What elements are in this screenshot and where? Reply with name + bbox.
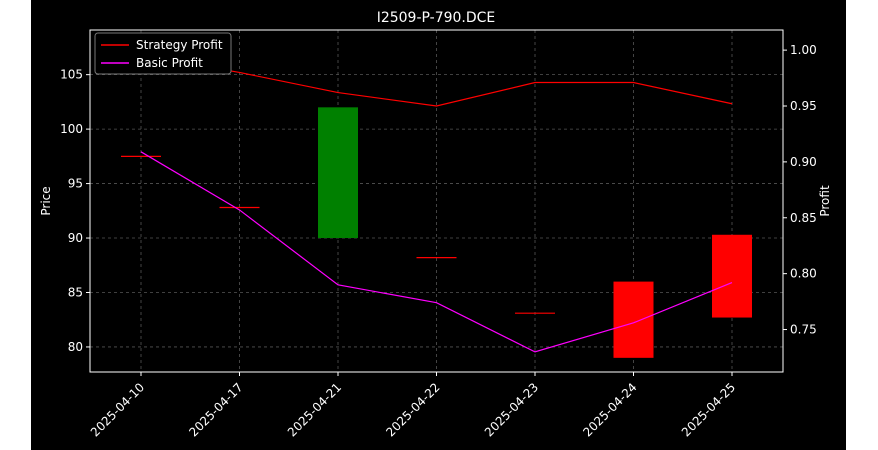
legend-box xyxy=(94,32,232,75)
y-tick-label-right: 0.90 xyxy=(790,155,817,169)
y-tick-label-left: 80 xyxy=(68,340,83,354)
series-line-strategy-profit xyxy=(140,55,733,107)
y-axis-left: 80 85 90 95 100 105 xyxy=(60,68,90,354)
candles xyxy=(121,107,752,358)
y-tick-label-left: 100 xyxy=(60,122,83,136)
y-tick-label-left: 85 xyxy=(68,285,83,299)
y-axis-label-right: Profit xyxy=(818,185,832,217)
series-line-basic-profit xyxy=(140,151,733,353)
chart-figure: I2509-P-790.DCE 80 85 90 95 100 105 0.75 0.80 0… xyxy=(31,0,846,450)
candle-up xyxy=(318,107,358,239)
y-axis-right: 0.75 0.80 0.85 0.90 0.95 1.00 xyxy=(783,43,817,337)
profit-lines xyxy=(140,55,733,353)
y-tick-label-left: 90 xyxy=(68,231,83,245)
legend-label: Strategy Profit xyxy=(136,38,223,52)
candle-down xyxy=(613,281,654,358)
y-tick-label-right: 1.00 xyxy=(790,43,817,57)
y-tick-label-left: 95 xyxy=(68,177,83,191)
y-tick-label-right: 0.85 xyxy=(790,211,817,225)
y-tick-label-right: 0.75 xyxy=(790,323,817,337)
y-axis-label-left: Price xyxy=(39,186,53,215)
y-tick-label-right: 0.80 xyxy=(790,267,817,281)
y-tick-label-right: 0.95 xyxy=(790,99,817,113)
legend-label: Basic Profit xyxy=(136,56,203,70)
candle-down xyxy=(712,234,752,318)
chart-title: I2509-P-790.DCE xyxy=(377,10,496,26)
legend: Strategy Profit Basic Profit xyxy=(94,32,232,75)
y-tick-label-left: 105 xyxy=(60,68,83,82)
